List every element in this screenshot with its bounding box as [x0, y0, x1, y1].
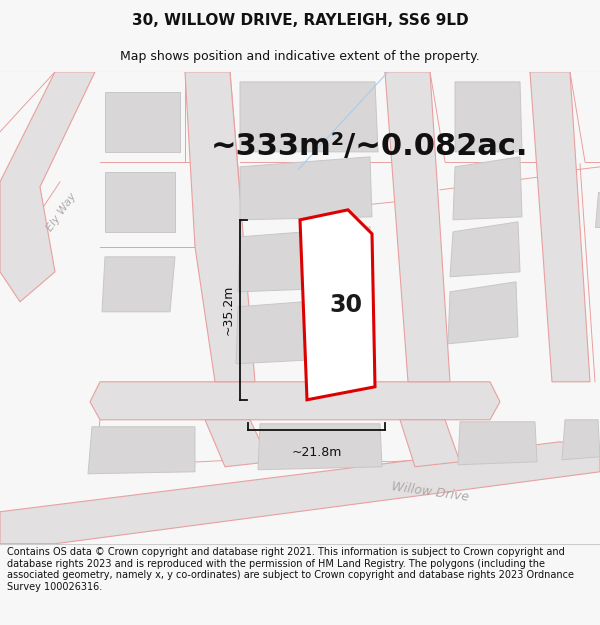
- Text: Willow Drive: Willow Drive: [391, 480, 470, 504]
- Polygon shape: [300, 210, 375, 400]
- Polygon shape: [0, 442, 600, 544]
- Polygon shape: [240, 82, 378, 152]
- Polygon shape: [450, 222, 520, 277]
- Polygon shape: [102, 257, 175, 312]
- Polygon shape: [530, 72, 590, 382]
- Polygon shape: [185, 72, 255, 382]
- Polygon shape: [105, 172, 175, 232]
- Polygon shape: [0, 72, 95, 302]
- Polygon shape: [205, 420, 270, 467]
- Text: 30: 30: [329, 293, 362, 317]
- Polygon shape: [88, 427, 195, 474]
- Polygon shape: [400, 420, 460, 467]
- Polygon shape: [385, 72, 450, 382]
- Text: 30, WILLOW DRIVE, RAYLEIGH, SS6 9LD: 30, WILLOW DRIVE, RAYLEIGH, SS6 9LD: [131, 12, 469, 28]
- Polygon shape: [90, 382, 500, 420]
- Polygon shape: [240, 157, 372, 220]
- Text: ~333m²/~0.082ac.: ~333m²/~0.082ac.: [211, 132, 529, 161]
- Text: Map shows position and indicative extent of the property.: Map shows position and indicative extent…: [120, 49, 480, 62]
- Polygon shape: [455, 82, 522, 152]
- Text: Ely Way: Ely Way: [45, 191, 79, 232]
- Text: ~21.8m: ~21.8m: [292, 446, 341, 459]
- Polygon shape: [458, 422, 537, 465]
- Polygon shape: [453, 157, 522, 220]
- Polygon shape: [105, 92, 180, 152]
- Polygon shape: [448, 282, 518, 344]
- Polygon shape: [562, 420, 600, 460]
- Text: Contains OS data © Crown copyright and database right 2021. This information is : Contains OS data © Crown copyright and d…: [7, 547, 574, 592]
- Text: ~35.2m: ~35.2m: [222, 284, 235, 335]
- Polygon shape: [238, 227, 372, 292]
- Polygon shape: [595, 192, 600, 227]
- Polygon shape: [258, 424, 382, 470]
- Polygon shape: [236, 297, 370, 364]
